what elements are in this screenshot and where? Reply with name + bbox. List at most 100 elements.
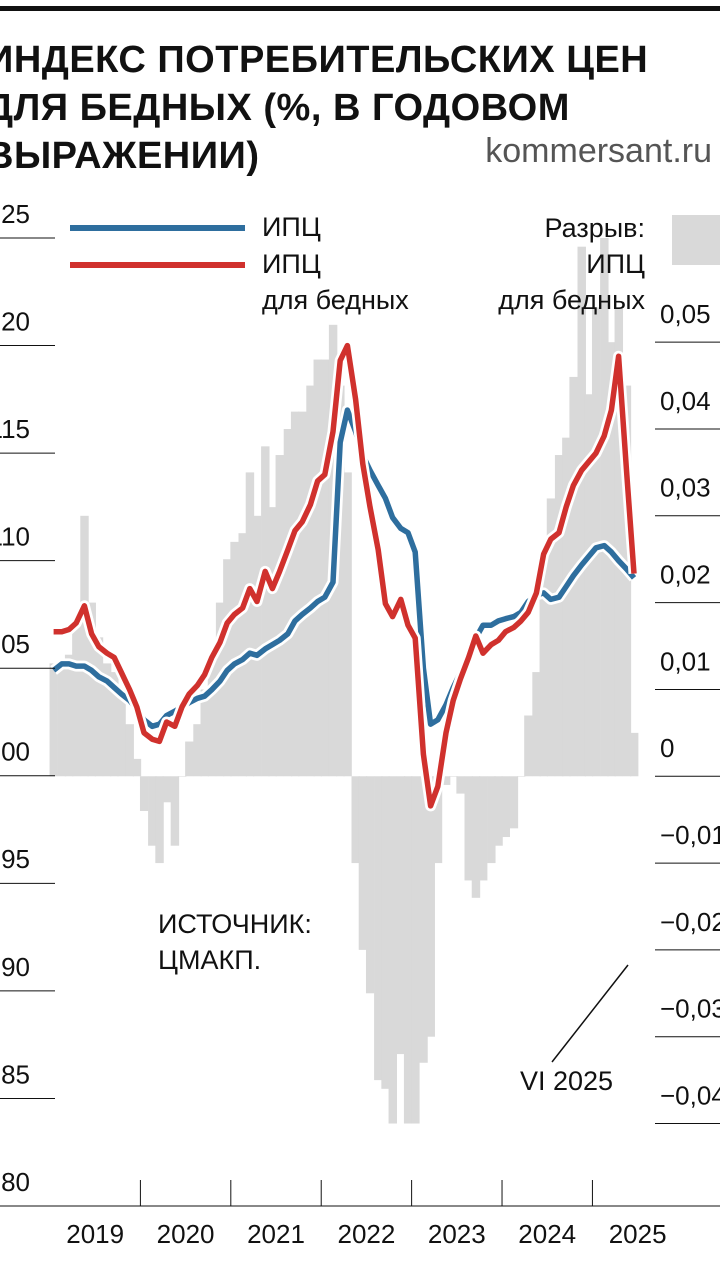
bar (170, 776, 180, 846)
bar (49, 663, 58, 777)
leader-line (551, 964, 629, 1063)
y2-tick-label: 0,04 (660, 386, 711, 416)
bar (72, 619, 81, 777)
bar (275, 455, 284, 777)
bar (381, 776, 390, 1089)
bar (426, 776, 435, 1037)
y2-tick-label: 0,05 (660, 299, 711, 329)
bar (629, 732, 639, 777)
axes: 125 120 115 110 105 100 95 90 85 80 0,05 0,04 0,03 0,… (0, 199, 720, 1249)
bar (64, 654, 74, 777)
legend-swatch (672, 215, 720, 265)
bar (102, 663, 112, 777)
bar (200, 689, 209, 777)
y-tick-label: 110 (0, 522, 30, 552)
bar (478, 776, 488, 881)
bar (374, 776, 383, 1081)
y2-tick-label: −0,02 (660, 907, 720, 937)
bar (148, 776, 157, 846)
bar (396, 776, 406, 1055)
source: kommersant.ru (485, 132, 712, 170)
x-tick-label: 2025 (609, 1219, 667, 1249)
bar (516, 776, 526, 777)
y-tick-label: 115 (0, 414, 30, 444)
y2-tick-label: 0,01 (660, 646, 711, 676)
x-tick-label: 2022 (337, 1219, 395, 1249)
bar (132, 758, 142, 777)
bar (177, 776, 187, 777)
bar (433, 776, 443, 864)
y2-tick-label: −0,03 (660, 994, 720, 1024)
bar (298, 411, 307, 777)
legend-label: ИПЦ для бедных (262, 249, 409, 315)
bar (471, 776, 481, 898)
bar (125, 724, 134, 777)
bar (501, 776, 511, 838)
bar (622, 385, 632, 777)
bar (155, 776, 164, 864)
bar (524, 715, 533, 777)
bar (562, 437, 571, 777)
bar (185, 741, 194, 777)
top-rule (0, 6, 720, 11)
bar (591, 307, 601, 777)
bar (600, 238, 609, 777)
y2-tick-label: 0,02 (660, 560, 711, 590)
y-tick-label: 85 (1, 1059, 30, 1089)
bar (358, 776, 368, 950)
y-tick-label: 80 (1, 1167, 30, 1197)
y-tick-label: 105 (0, 629, 30, 659)
y2-tick-label: −0,01 (660, 820, 720, 850)
bar (80, 515, 89, 777)
y2-tick-label: 0,03 (660, 473, 711, 503)
bar (162, 776, 171, 803)
bar (449, 776, 458, 777)
bar (207, 654, 217, 777)
bar (57, 663, 67, 777)
y2-tick-label: 0 (660, 733, 674, 763)
bar (494, 776, 503, 846)
bar (464, 776, 473, 881)
bar (403, 776, 413, 1124)
bar (614, 307, 624, 777)
bar (343, 472, 352, 777)
bar (313, 359, 322, 777)
bar (139, 776, 149, 811)
bar (320, 359, 330, 777)
y-tick-label: 90 (1, 952, 30, 982)
bar (509, 776, 519, 829)
bar (117, 689, 126, 777)
annotation: VI 2025 (520, 1066, 614, 1096)
bar (245, 472, 255, 777)
bar (87, 602, 96, 777)
bar (584, 394, 594, 777)
x-tick-label: 2023 (428, 1219, 486, 1249)
x-tick-label: 2020 (157, 1219, 215, 1249)
lines (50, 340, 640, 812)
bar (336, 385, 345, 777)
x-tick-label: 2021 (247, 1219, 305, 1249)
bar (419, 776, 428, 1063)
bar (290, 411, 300, 777)
y-tick-label: 120 (0, 306, 30, 336)
y-tick-label: 100 (0, 737, 30, 767)
bar (306, 385, 315, 777)
bar (283, 428, 293, 777)
y-tick-label: 125 (0, 199, 30, 229)
bar (215, 602, 225, 777)
bar (577, 246, 586, 777)
y-tick-label: 95 (1, 844, 30, 874)
bar (441, 776, 451, 785)
x-tick-label: 2024 (518, 1219, 576, 1249)
bar (546, 498, 556, 777)
bar (365, 776, 375, 994)
bar (554, 455, 564, 777)
bar (252, 515, 262, 777)
y2-tick-label: −0,04 (660, 1080, 720, 1110)
bar (456, 776, 465, 794)
legend-label: ИПЦ (262, 212, 321, 242)
bar (193, 724, 202, 777)
bar (532, 672, 541, 777)
